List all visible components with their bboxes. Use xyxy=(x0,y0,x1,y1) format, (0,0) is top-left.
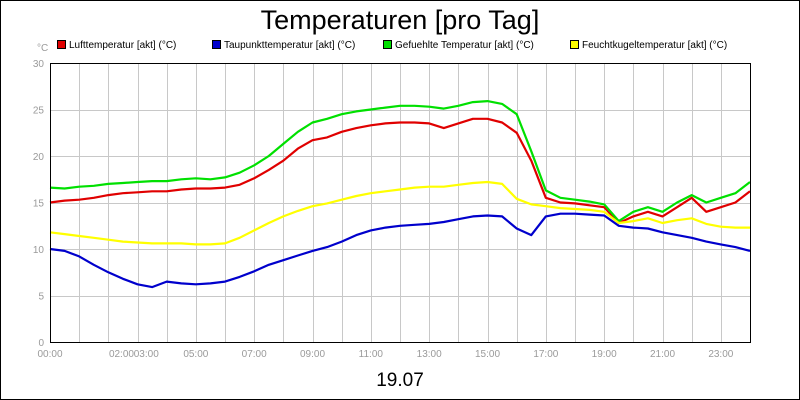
x-tick-label: 03:00 xyxy=(134,349,159,360)
series-layer xyxy=(49,99,751,289)
x-tick-label: 15:00 xyxy=(475,349,500,360)
x-tick-label: 00:00 xyxy=(37,349,62,360)
y-tick-label: 30 xyxy=(33,59,45,70)
x-tick-label: 17:00 xyxy=(533,349,558,360)
x-tick-label: 05:00 xyxy=(183,349,208,360)
legend-label-1: Lufttemperatur [akt] (°C) xyxy=(69,40,176,51)
y-tick-label: 10 xyxy=(33,245,45,256)
series-line-4 xyxy=(49,180,750,246)
series-line-3 xyxy=(49,99,751,223)
y-axis-unit: °C xyxy=(37,43,48,54)
legend-swatch-1 xyxy=(57,40,66,49)
x-tick-label: 07:00 xyxy=(242,349,267,360)
y-tick-label: 20 xyxy=(33,152,45,163)
x-tick-label: 09:00 xyxy=(300,349,325,360)
legend-label-2: Taupunkttemperatur [akt] (°C) xyxy=(224,40,355,51)
grid xyxy=(50,63,750,342)
y-tick-label: 25 xyxy=(33,106,45,117)
date-label: 19.07 xyxy=(376,370,424,391)
x-tick-label: 23:00 xyxy=(708,349,733,360)
series-line-2 xyxy=(49,212,751,289)
x-tick-label: 02:00 xyxy=(109,349,134,360)
x-tick-label: 19:00 xyxy=(592,349,617,360)
series-line-1 xyxy=(49,117,751,225)
x-tick-label: 13:00 xyxy=(417,349,442,360)
legend-swatch-4 xyxy=(570,40,579,49)
x-axis: 00:00 02:00 03:00 05:00 07:00 09:00 11:00 13:00… xyxy=(37,349,733,360)
chart-title: Temperaturen [pro Tag] xyxy=(261,5,540,35)
y-tick-label: 15 xyxy=(33,199,45,210)
legend: Lufttemperatur [akt] (°C) Taupunkttempera… xyxy=(57,40,727,51)
plot-area-border xyxy=(50,63,751,343)
x-tick-label: 21:00 xyxy=(650,349,675,360)
y-tick-label: 5 xyxy=(38,292,44,303)
legend-swatch-2 xyxy=(212,40,221,49)
y-axis: 0 5 10 15 20 25 30 xyxy=(33,59,45,349)
x-tick-label: 11:00 xyxy=(359,349,384,360)
legend-swatch-3 xyxy=(383,40,392,49)
legend-label-4: Feuchtkugeltemperatur [akt] (°C) xyxy=(582,40,727,51)
y-tick-label: 0 xyxy=(38,338,44,349)
legend-label-3: Gefuehlte Temperatur [akt] (°C) xyxy=(395,40,534,51)
